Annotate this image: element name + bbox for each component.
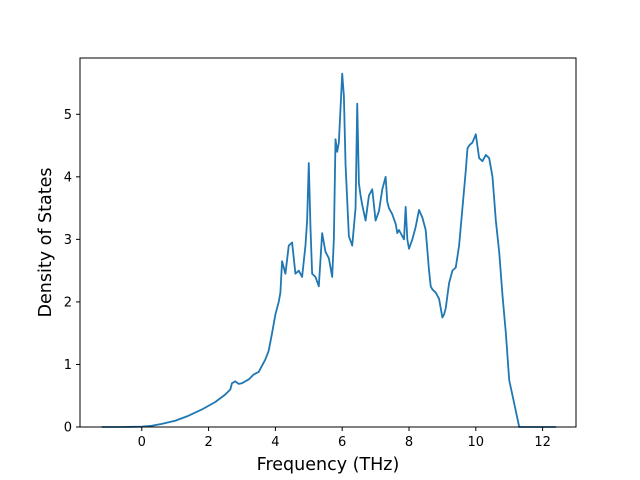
x-axis-ticks: 0 2 4 6 8 10 12 [138,427,551,450]
x-tick-label: 6 [338,435,346,450]
y-tick-label: 0 [64,421,72,436]
dos-line [101,72,556,428]
line-layer [101,72,556,428]
x-tick-label: 0 [138,435,146,450]
x-tick-label: 8 [405,435,413,450]
x-axis-label: Frequency (THz) [257,455,400,475]
plot-frame [79,57,577,428]
x-tick-label: 4 [271,435,279,450]
y-tick-label: 2 [64,295,72,310]
y-tick-label: 5 [64,108,72,123]
y-tick-label: 1 [64,358,72,373]
y-axis-ticks: 0 1 2 3 4 5 [64,108,80,436]
y-tick-label: 4 [64,170,72,185]
x-tick-label: 2 [204,435,212,450]
y-tick-label: 3 [64,233,72,248]
x-tick-label: 12 [534,435,551,450]
y-axis-label: Density of States [36,168,56,318]
x-tick-label: 10 [468,435,485,450]
